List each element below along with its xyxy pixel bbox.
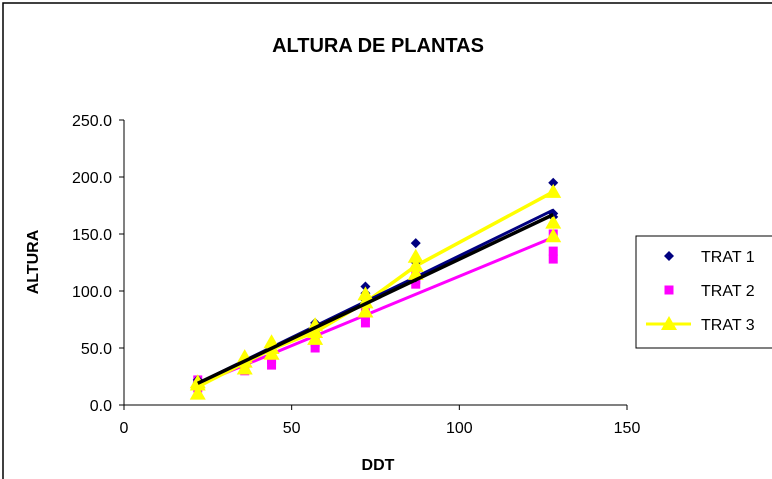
x-tick-label: 0 xyxy=(120,420,129,437)
y-tick-label: 200.0 xyxy=(72,170,112,187)
legend-marker-2 xyxy=(664,285,674,295)
x-tick-label: 50 xyxy=(283,420,301,437)
plot-area: 0.0 50.0 100.0 150.0 200.0 250.0 0 50 100 150 xyxy=(72,113,640,437)
legend-box xyxy=(635,235,772,349)
trat-3-point xyxy=(189,374,206,389)
legend-marker-3 xyxy=(661,316,677,330)
y-tick-label: 250.0 xyxy=(72,113,112,130)
trat-2-point xyxy=(267,360,277,370)
trat-3-point xyxy=(189,385,206,400)
y-tick-label: 100.0 xyxy=(72,284,112,301)
x-axis-label: DDT xyxy=(362,457,395,474)
y-axis-label: ALTURA xyxy=(25,229,42,294)
legend-label-2: TRAT 2 xyxy=(701,283,755,300)
trat-2-point xyxy=(310,343,320,353)
chart-title: ALTURA DE PLANTAS xyxy=(272,35,484,57)
legend-marker-1 xyxy=(664,251,674,261)
legend-label-3: TRAT 3 xyxy=(701,317,755,334)
trat-1-point xyxy=(548,177,559,188)
trat-3-point xyxy=(407,257,424,272)
trat-2-trendline xyxy=(197,236,554,386)
y-tick-label: 0.0 xyxy=(90,398,112,415)
trat-2-point xyxy=(548,254,558,264)
legend-label-1: TRAT 1 xyxy=(701,249,755,266)
trat-3-point xyxy=(407,248,424,263)
trat-2-point xyxy=(411,279,421,289)
y-tick-label: 50.0 xyxy=(81,341,112,358)
trat-3-point xyxy=(545,228,562,243)
legend: TRAT 1 TRAT 2 TRAT 3 xyxy=(635,235,772,349)
x-tick-label: 100 xyxy=(446,420,473,437)
x-tick-label: 150 xyxy=(614,420,641,437)
trat-2-point xyxy=(360,318,370,328)
trat-3-point xyxy=(357,303,374,318)
trat-1-point xyxy=(410,238,421,249)
overall-trendline xyxy=(197,213,554,385)
trat-2-point xyxy=(548,246,558,256)
trat-3-point xyxy=(545,214,562,229)
trat-3-point xyxy=(545,183,562,198)
y-tick-label: 150.0 xyxy=(72,227,112,244)
trat-3-point xyxy=(357,286,374,301)
